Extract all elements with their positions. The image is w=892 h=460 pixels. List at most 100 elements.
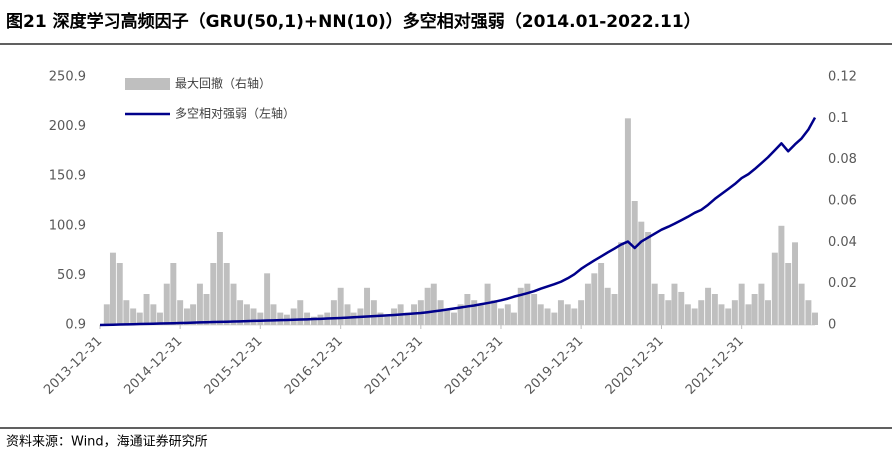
drawdown-bar — [177, 300, 184, 325]
drawdown-bar — [257, 312, 264, 325]
x-tick-label: 2013-12-31 — [41, 334, 105, 398]
drawdown-bar — [350, 312, 357, 325]
drawdown-bar — [404, 312, 411, 325]
drawdown-bar — [504, 304, 511, 325]
drawdown-bar — [564, 304, 571, 325]
drawdown-bar — [223, 263, 230, 325]
drawdown-bar — [330, 300, 337, 325]
drawdown-bar — [344, 304, 351, 325]
x-tick-label: 2021-12-31 — [683, 334, 747, 398]
y-tick-label: 50.9 — [57, 268, 86, 283]
x-tick-label: 2017-12-31 — [362, 334, 426, 398]
drawdown-bar — [524, 283, 531, 325]
drawdown-bar — [310, 316, 317, 325]
drawdown-bar — [792, 242, 798, 325]
y2-tick-label: 0.04 — [828, 235, 857, 250]
drawdown-bar — [778, 225, 785, 325]
drawdown-bar — [136, 312, 143, 325]
drawdown-bar — [544, 308, 551, 325]
drawdown-bar — [430, 283, 437, 325]
y2-tick-label: 0.02 — [828, 276, 857, 291]
drawdown-bar — [691, 308, 698, 325]
drawdown-bar — [370, 300, 377, 325]
drawdown-bar — [765, 300, 771, 325]
drawdown-bar — [457, 304, 464, 325]
drawdown-bar — [109, 252, 116, 325]
x-tick-label: 2014-12-31 — [121, 334, 185, 398]
drawdown-bar — [537, 304, 544, 325]
drawdown-bar — [658, 294, 665, 325]
drawdown-bar — [631, 201, 638, 325]
drawdown-bar — [364, 287, 371, 325]
drawdown-bar — [444, 308, 451, 325]
drawdown-bar — [571, 308, 578, 325]
drawdown-bar — [725, 308, 732, 325]
drawdown-bar — [578, 300, 585, 325]
drawdown-bar — [604, 287, 611, 325]
drawdown-bar — [510, 312, 517, 325]
y-tick-label: 100.9 — [49, 218, 86, 233]
y2-tick-label: 0.1 — [828, 111, 849, 126]
y-tick-label: 250.9 — [49, 70, 86, 85]
drawdown-bar — [290, 308, 297, 325]
drawdown-bar — [196, 283, 203, 325]
drawdown-bar — [557, 300, 564, 325]
drawdown-bar — [270, 304, 277, 325]
drawdown-bar — [277, 312, 284, 325]
source-note: 资料来源：Wind，海通证券研究所 — [6, 434, 208, 450]
drawdown-bar — [805, 300, 812, 325]
drawdown-bar — [123, 300, 130, 325]
drawdown-bar — [758, 283, 765, 325]
drawdown-bar — [471, 300, 478, 325]
drawdown-bar — [477, 304, 484, 325]
drawdown-bar — [437, 300, 444, 325]
drawdown-bar — [391, 308, 398, 325]
drawdown-bar — [190, 304, 197, 325]
drawdown-bar — [645, 232, 652, 325]
x-tick-label: 2016-12-31 — [282, 334, 346, 398]
drawdown-bar — [237, 300, 244, 325]
drawdown-bar — [531, 294, 538, 325]
y-tick-label: 150.9 — [49, 169, 86, 184]
drawdown-bar — [451, 312, 457, 325]
drawdown-bar — [771, 252, 778, 325]
drawdown-bar — [424, 287, 431, 325]
drawdown-bar — [745, 304, 752, 325]
drawdown-bar — [598, 263, 605, 325]
drawdown-bar — [143, 294, 150, 325]
drawdown-bar — [611, 294, 618, 325]
drawdown-bar — [156, 312, 163, 325]
drawdown-bar — [377, 312, 384, 325]
chart-title: 图21 深度学习高频因子（GRU(50,1)+NN(10)）多空相对强弱（201… — [6, 11, 701, 32]
drawdown-bar — [698, 300, 705, 325]
legend-swatch — [125, 78, 170, 90]
drawdown-bar — [163, 283, 170, 325]
drawdown-bar — [618, 242, 625, 325]
drawdown-bar — [678, 291, 685, 325]
x-tick-label: 2018-12-31 — [442, 334, 506, 398]
drawdown-bar — [705, 287, 712, 325]
strength-line — [99, 116, 817, 327]
drawdown-bar — [517, 287, 524, 325]
drawdown-bar — [130, 308, 137, 325]
legend-label: 最大回撤（右轴） — [175, 76, 271, 91]
drawdown-bar — [798, 283, 805, 325]
drawdown-bar — [297, 300, 304, 325]
y2-tick-label: 0.06 — [828, 194, 857, 209]
y2-tick-label: 0.12 — [828, 70, 857, 85]
drawdown-bar — [203, 294, 210, 325]
y2-tick-label: 0 — [828, 318, 836, 333]
drawdown-bar — [216, 232, 223, 325]
drawdown-bar — [384, 316, 391, 325]
drawdown-bar — [785, 263, 792, 325]
y-tick-label: 0.9 — [65, 318, 86, 333]
x-tick-label: 2019-12-31 — [522, 334, 586, 398]
drawdown-bar — [498, 308, 504, 325]
drawdown-bar — [584, 283, 591, 325]
drawdown-bar — [337, 287, 344, 325]
drawdown-bar — [751, 294, 758, 325]
y2-tick-label: 0.08 — [828, 152, 857, 167]
drawdown-bar — [150, 304, 157, 325]
drawdown-bar — [243, 304, 250, 325]
